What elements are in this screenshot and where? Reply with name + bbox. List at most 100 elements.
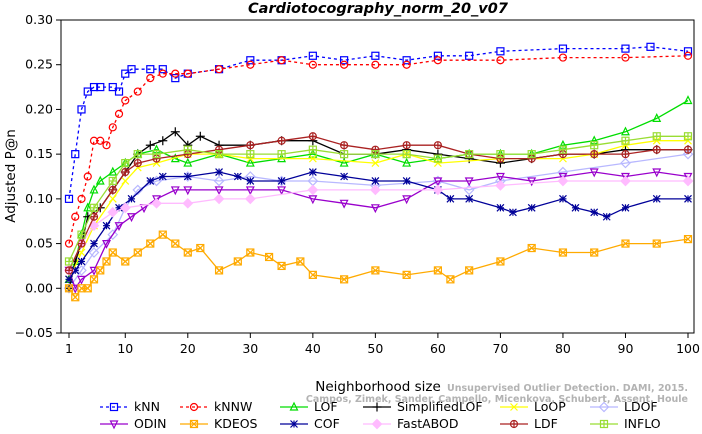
series-ldf — [64, 132, 693, 275]
data-point-cof — [246, 177, 255, 185]
data-point-fastabod — [432, 184, 444, 196]
data-point-knn — [402, 56, 411, 65]
data-point-knnw — [433, 56, 442, 65]
data-point-knn — [340, 56, 349, 65]
data-point-odin — [558, 172, 568, 182]
data-point-kdeos — [214, 266, 224, 275]
data-point-odin — [277, 186, 287, 196]
data-point-ldof — [620, 157, 631, 169]
data-point-odin — [152, 195, 162, 205]
data-point-knnw — [621, 53, 630, 62]
data-point-cof — [652, 194, 661, 203]
legend-marker-ldof — [598, 401, 610, 413]
data-point-cof — [527, 203, 536, 212]
data-point-ldf — [133, 158, 142, 168]
data-point-cof — [71, 266, 80, 275]
data-point-loop — [371, 159, 380, 168]
data-point-inflo — [133, 150, 142, 159]
plot-frame — [60, 19, 695, 334]
data-point-cof — [402, 177, 411, 185]
legend-marker-ldf — [509, 419, 519, 429]
data-point-inflo — [590, 141, 599, 150]
y-tick-label: 0.00 — [25, 280, 53, 295]
data-point-knnw — [158, 69, 167, 78]
data-point-knnw — [108, 123, 117, 132]
data-point-ldof — [107, 229, 119, 240]
data-point-inflo — [214, 150, 224, 159]
series-line-odin — [68, 171, 689, 290]
data-point-knn — [433, 51, 442, 60]
series-line-lof — [68, 99, 689, 280]
data-point-cof — [90, 239, 98, 248]
legend-label: kNNW — [214, 399, 252, 414]
data-point-kdeos — [171, 239, 180, 248]
data-point-cof — [277, 177, 286, 185]
x-tick-label: 1 — [65, 341, 73, 356]
data-point-loop — [684, 136, 692, 145]
data-point-knnw — [77, 194, 86, 203]
data-point-lof — [621, 126, 630, 136]
data-point-ldf — [246, 141, 255, 150]
series-line-loop — [68, 140, 688, 280]
legend-label: KDEOS — [214, 416, 258, 431]
data-point-cof — [496, 203, 505, 212]
x-tick-label: 10 — [117, 341, 133, 356]
data-point-ldf — [121, 167, 130, 177]
legend-marker-knnw — [189, 402, 199, 412]
legend-label: ODIN — [134, 416, 167, 431]
plot-area — [63, 42, 694, 302]
data-point-fastabod — [182, 197, 194, 209]
data-point-kdeos — [264, 252, 274, 262]
y-tick-label: 0.25 — [25, 57, 53, 72]
data-point-fastabod — [557, 175, 569, 187]
data-point-lof — [652, 113, 662, 122]
data-point-kdeos — [71, 293, 80, 302]
series-odin — [64, 168, 693, 294]
data-point-cof — [102, 221, 111, 230]
legend-item-fastabod: FastABOD — [363, 416, 459, 431]
data-point-kdeos — [496, 257, 505, 266]
legend-marker-odin — [109, 420, 119, 430]
data-point-knnw — [277, 56, 286, 65]
data-point-cof — [340, 172, 349, 181]
data-point-inflo — [152, 150, 161, 159]
data-point-inflo — [558, 145, 568, 154]
legend-item-ldof: LDOF — [590, 399, 658, 414]
x-tick-label: 90 — [618, 341, 634, 356]
series-inflo — [64, 132, 693, 266]
legend-item-knn: kNN — [100, 399, 160, 414]
data-point-knn — [465, 51, 474, 60]
data-point-odin — [652, 168, 662, 178]
data-point-knn — [127, 65, 136, 74]
data-point-ldof — [682, 148, 694, 160]
data-point-simplifiedlof — [195, 131, 205, 141]
data-point-ldof — [132, 184, 144, 196]
data-point-knnw — [171, 69, 180, 78]
data-point-knnw — [183, 69, 192, 78]
data-point-knn — [64, 194, 74, 203]
data-point-loop — [77, 248, 86, 257]
legend-item-inflo: INFLO — [590, 416, 661, 431]
data-point-inflo — [465, 150, 474, 159]
legend-marker-lof — [289, 401, 299, 411]
data-point-inflo — [683, 132, 693, 141]
chart-title: Cardiotocography_norm_20_v07 — [248, 1, 509, 17]
legend-marker-simplifiedlof — [372, 402, 382, 412]
data-point-ldf — [64, 266, 74, 275]
data-point-knnw — [371, 60, 380, 69]
data-point-knn — [496, 47, 505, 56]
data-point-kdeos — [133, 248, 142, 257]
data-point-odin — [402, 195, 412, 205]
data-point-ldf — [683, 145, 693, 154]
data-point-inflo — [183, 145, 192, 154]
data-point-knn — [146, 65, 155, 74]
data-point-inflo — [277, 150, 286, 159]
data-point-fastabod — [151, 197, 162, 209]
data-point-knn — [683, 47, 693, 56]
data-point-knnw — [683, 51, 693, 60]
data-point-cof — [127, 194, 136, 203]
data-point-ldf — [308, 132, 317, 141]
data-point-fastabod — [307, 184, 319, 196]
data-point-inflo — [108, 176, 117, 186]
data-point-kdeos — [246, 248, 255, 257]
